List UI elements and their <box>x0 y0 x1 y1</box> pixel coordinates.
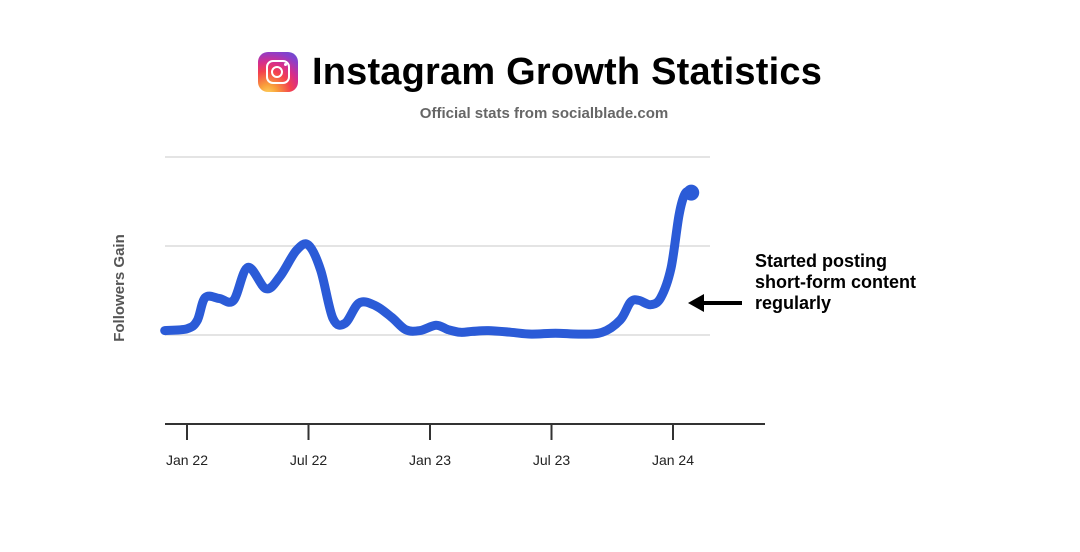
instagram-logo-icon <box>257 52 298 92</box>
annotation: Started posting short-form content regul… <box>688 251 916 313</box>
series-line-followers-gain <box>160 187 696 339</box>
x-tick-label: Jan 22 <box>166 452 208 468</box>
annotation-line-2: short-form content <box>755 272 916 292</box>
annotation-line-1: Started posting <box>755 251 887 271</box>
page-subtitle: Official stats from socialblade.com <box>419 105 669 122</box>
x-tick-label: Jul 22 <box>290 452 328 468</box>
series-end-marker <box>683 184 700 201</box>
y-axis-label: Followers Gain <box>111 234 128 342</box>
title-row: Instagram Growth Statistics <box>0 48 1080 96</box>
x-tick-label: Jul 23 <box>533 452 571 468</box>
page-title: Instagram Growth Statistics <box>311 50 823 93</box>
gridlines <box>165 156 710 336</box>
left-arrow-icon <box>688 294 742 312</box>
x-ticks: Jan 22 Jul 22 Jan 23 Jul 23 Jan 24 <box>166 424 694 468</box>
annotation-line-3: regularly <box>755 293 831 313</box>
x-tick-label: Jan 23 <box>409 452 451 468</box>
x-tick-label: Jan 24 <box>652 452 694 468</box>
